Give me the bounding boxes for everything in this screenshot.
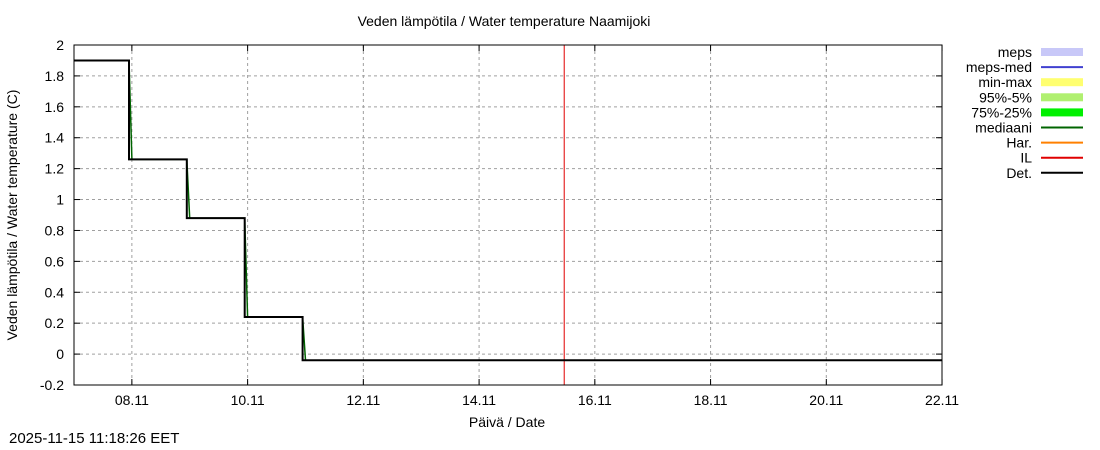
- legend-label: meps: [998, 44, 1032, 60]
- y-tick-label: 0.8: [45, 222, 65, 238]
- y-axis-ticks: -0.2 0 0.2 0.4 0.6 0.8 1 1.2 1.4 1.6 1.8 2: [40, 37, 942, 393]
- chart-title: Veden lämpötila / Water temperature Naam…: [358, 13, 651, 29]
- y-tick-label: 1: [56, 192, 64, 208]
- y-tick-label: 1.4: [45, 130, 65, 146]
- x-tick-label: 08.11: [115, 392, 149, 408]
- x-tick-label: 10.11: [231, 392, 265, 408]
- legend-label: min-max: [978, 74, 1032, 90]
- legend-label: Det.: [1006, 165, 1032, 181]
- y-tick-label: 1.6: [45, 99, 65, 115]
- x-axis-ticks: 08.11 10.11 12.11 14.11 16.11 18.11 20.11 22.11: [115, 45, 959, 408]
- legend-label: mediaani: [975, 120, 1032, 136]
- y-tick-label: 0.2: [45, 315, 65, 331]
- y-tick-label: 0.6: [45, 253, 65, 269]
- legend-swatch: [1041, 78, 1083, 87]
- y-tick-label: 0.4: [45, 284, 65, 300]
- y-tick-label: 1.2: [45, 161, 65, 177]
- legend-label: meps-med: [966, 59, 1032, 75]
- legend-label: 75%-25%: [971, 104, 1032, 120]
- grid-lines: [74, 45, 942, 385]
- data-series: [74, 45, 942, 385]
- x-axis-label: Päivä / Date: [469, 414, 545, 430]
- y-tick-label: -0.2: [40, 377, 64, 393]
- x-tick-label: 14.11: [462, 392, 496, 408]
- y-tick-label: 2: [56, 37, 64, 53]
- x-tick-label: 12.11: [346, 392, 380, 408]
- x-tick-label: 18.11: [694, 392, 728, 408]
- x-tick-label: 20.11: [809, 392, 843, 408]
- legend-label: IL: [1020, 150, 1032, 166]
- legend-swatch: [1041, 48, 1083, 56]
- y-tick-label: 0: [56, 346, 64, 362]
- y-axis-label: Veden lämpötila / Water temperature (C): [4, 90, 20, 341]
- legend: mepsmeps-medmin-max95%-5%75%-25%mediaani…: [966, 44, 1083, 181]
- generated-timestamp: 2025-11-15 11:18:26 EET: [9, 430, 180, 447]
- plot-frame: [73, 44, 943, 386]
- legend-label: 95%-5%: [979, 89, 1032, 105]
- series-det: [74, 59, 942, 362]
- legend-swatch: [1041, 108, 1083, 117]
- legend-swatch: [1041, 93, 1083, 102]
- x-tick-label: 16.11: [578, 392, 612, 408]
- x-tick-label: 22.11: [925, 392, 959, 408]
- y-tick-label: 1.8: [45, 68, 65, 84]
- series-mediaani: [74, 59, 942, 362]
- legend-label: Har.: [1006, 135, 1032, 151]
